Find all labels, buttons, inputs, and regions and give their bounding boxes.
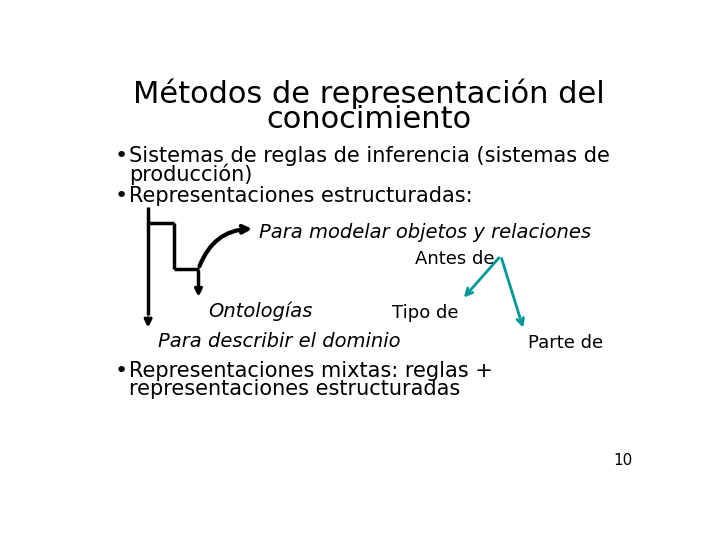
Text: Representaciones mixtas: reglas +: Representaciones mixtas: reglas + [129,361,492,381]
Text: Ontologías: Ontologías [209,301,313,321]
Text: Antes de: Antes de [415,250,495,268]
Text: Para modelar objetos y relaciones: Para modelar objetos y relaciones [259,222,591,242]
Text: representaciones estructuradas: representaciones estructuradas [129,379,460,399]
Text: Para describir el dominio: Para describir el dominio [158,332,401,351]
Text: Representaciones estructuradas:: Representaciones estructuradas: [129,186,472,206]
Text: •: • [114,361,128,381]
Text: Tipo de: Tipo de [392,303,458,321]
Text: Métodos de representación del: Métodos de representación del [133,79,605,109]
Text: Sistemas de reglas de inferencia (sistemas de: Sistemas de reglas de inferencia (sistem… [129,146,610,166]
Text: 10: 10 [613,453,632,468]
Text: conocimiento: conocimiento [266,105,472,134]
Text: producción): producción) [129,164,252,185]
Text: Parte de: Parte de [528,334,603,352]
Text: •: • [114,146,128,166]
Text: •: • [114,186,128,206]
